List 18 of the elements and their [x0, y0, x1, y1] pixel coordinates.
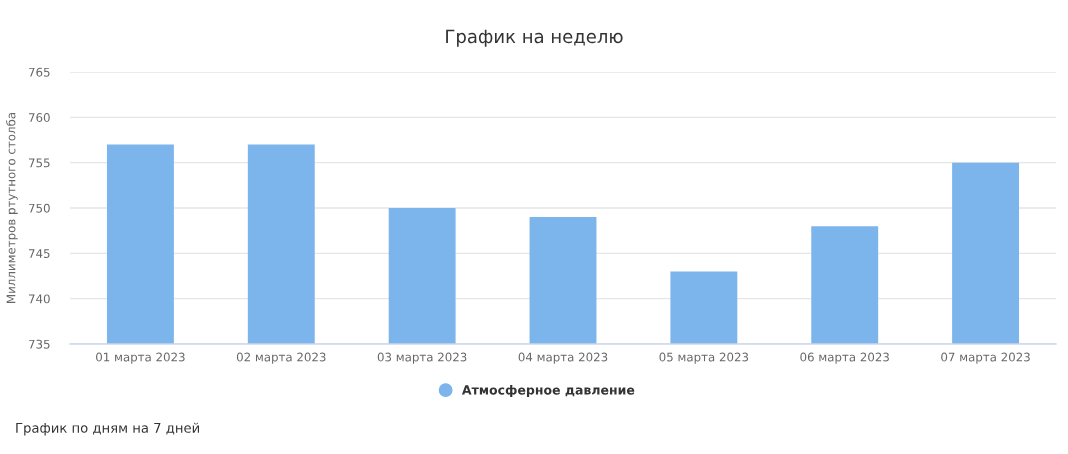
y-tick-label: 735 — [28, 339, 50, 349]
y-tick-label: 755 — [28, 158, 50, 168]
y-axis-title: Миллиметров ртутного столба — [6, 113, 18, 303]
y-tick-label: 765 — [28, 67, 50, 77]
x-tick-label: 02 марта 2023 — [236, 352, 326, 364]
legend-label: Атмосферное давление — [461, 384, 635, 398]
x-tick-label: 04 марта 2023 — [518, 352, 608, 364]
x-tick-label: 01 марта 2023 — [96, 352, 185, 364]
x-tick-label: 03 марта 2023 — [377, 352, 467, 364]
y-tick-label: 740 — [28, 294, 50, 304]
x-tick-label: 06 марта 2023 — [800, 352, 889, 364]
chart-title: График на неделю — [446, 29, 623, 47]
x-tick-label: 05 марта 2023 — [659, 352, 749, 364]
y-tick-label: 760 — [28, 113, 50, 122]
y-tick-label: 745 — [28, 249, 50, 258]
x-tick-label: 07 марта 2023 — [941, 352, 1030, 364]
y-tick-label: 750 — [28, 203, 50, 213]
text: График по дням на 7 дней — [16, 422, 199, 436]
